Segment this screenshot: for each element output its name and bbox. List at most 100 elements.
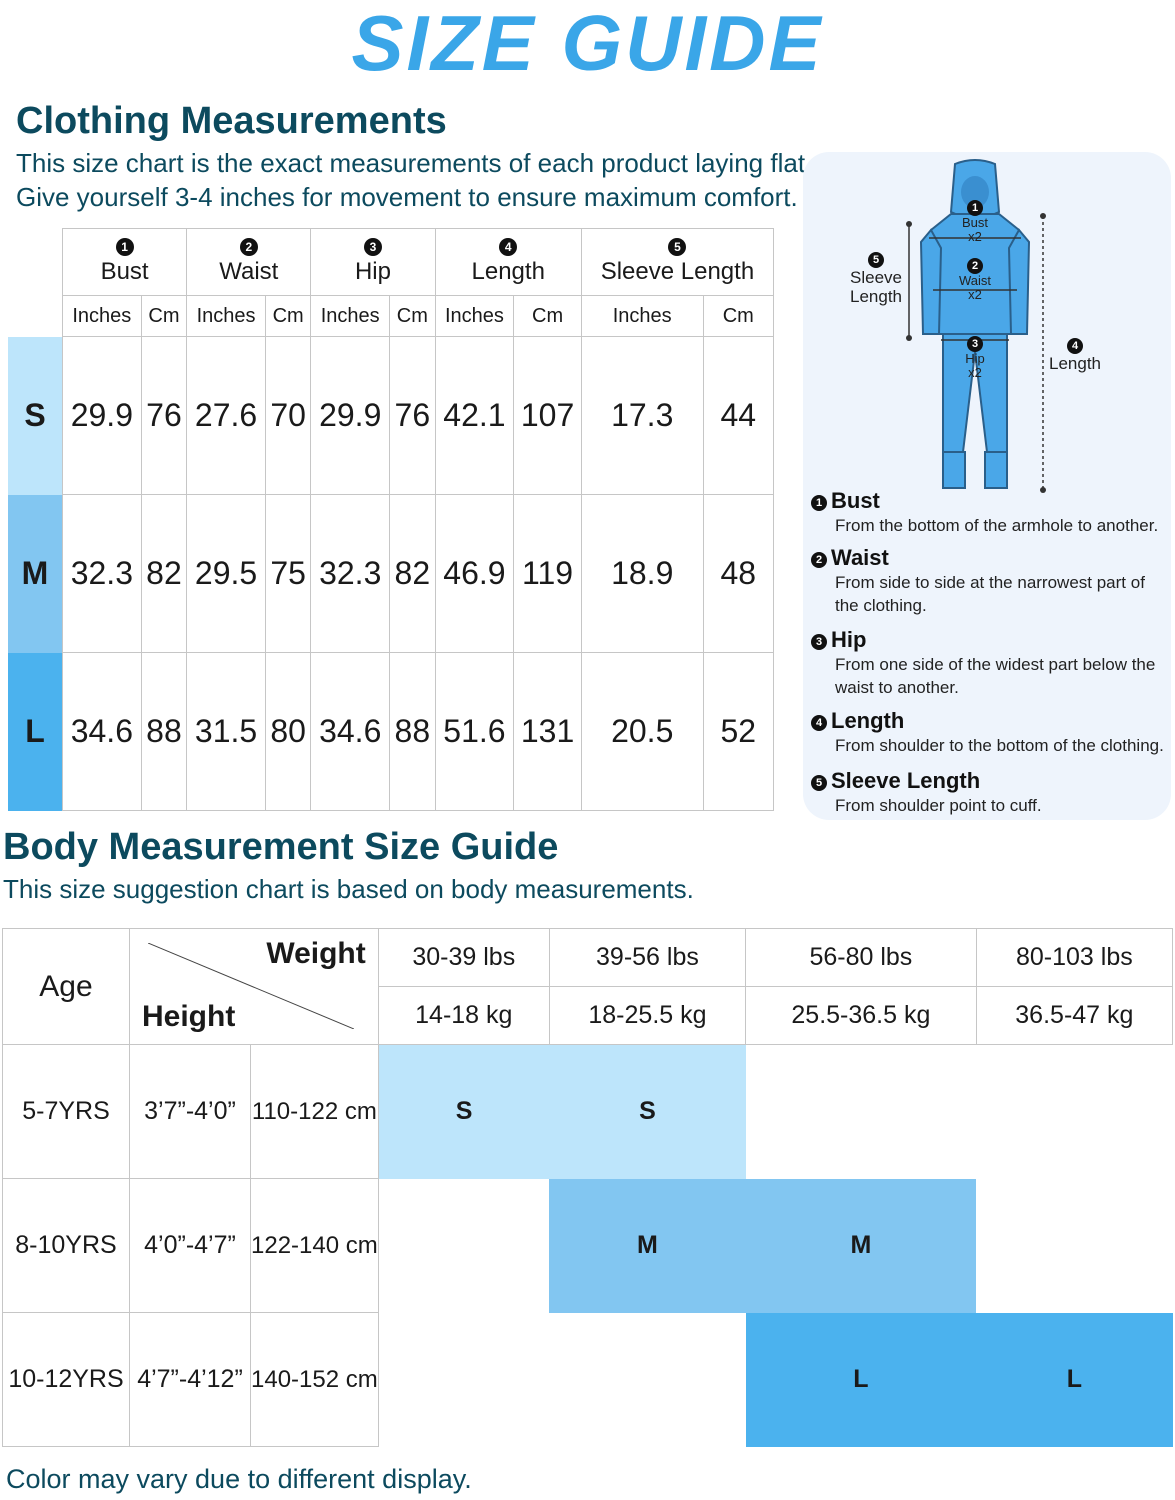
weight-height-header: Weight Height: [129, 928, 379, 1045]
size-label-l: L: [8, 652, 63, 811]
unit-cm: Cm: [140, 295, 188, 337]
definition-hip: 3 Hip From one side of the widest part be…: [811, 627, 1167, 699]
definition-waist: 2 Waist From side to side at the narrowes…: [811, 545, 1167, 617]
cell: 119: [513, 494, 582, 653]
height-label: Height: [142, 1000, 236, 1033]
unit-inches: Inches: [580, 295, 704, 337]
cell: 32.3: [310, 494, 391, 653]
jumpsuit-figure-icon: [906, 159, 1046, 493]
size-cell: [976, 1179, 1172, 1313]
cell: 70: [264, 336, 312, 495]
height-ft-cell: 4’7”-4’12”: [129, 1312, 251, 1447]
waist-marker: 2 Waist x2: [958, 258, 992, 302]
weight-label: Weight: [266, 937, 366, 970]
num-1-icon: 1: [115, 238, 134, 256]
cell: 29.9: [62, 336, 142, 495]
table-row: 8-10YRS 4’0”-4’7” 122-140 cm M M: [2, 1178, 1173, 1313]
age-cell: 10-12YRS: [2, 1312, 130, 1447]
unit-cm: Cm: [513, 295, 582, 337]
cell: 76: [389, 336, 436, 495]
weight-lbs: 30-39 lbs: [377, 928, 550, 987]
size-guide-banner: SIZE GUIDE: [351, 0, 824, 87]
definition-sleeve-length: 5 Sleeve Length From shoulder point to cu…: [811, 768, 1167, 817]
cell: 51.6: [434, 652, 515, 811]
cell: 75: [264, 494, 312, 653]
definition-bust: 1 Bust From the bottom of the armhole to …: [811, 488, 1167, 537]
cell: 29.9: [310, 336, 391, 495]
cell: 82: [140, 494, 188, 653]
body-size-table: Age Weight Height 30-39 lbs 39-56 lbs 56…: [2, 928, 1174, 1447]
table-row: 5-7YRS 3’7”-4’0” 110-122 cm S S: [2, 1044, 1173, 1179]
clothing-desc-2: Give yourself 3-4 inches for movement to…: [16, 182, 798, 212]
size-cell: S: [549, 1044, 746, 1179]
weight-kg: 36.5-47 kg: [975, 986, 1174, 1045]
cell: 17.3: [580, 336, 704, 495]
age-cell: 5-7YRS: [2, 1044, 130, 1179]
unit-inches: Inches: [310, 295, 391, 337]
length-marker: 4 Length: [1049, 338, 1101, 373]
col-waist: 2 Waist: [186, 228, 312, 296]
cell: 34.6: [310, 652, 391, 811]
weight-kg: 18-25.5 kg: [548, 986, 747, 1045]
cell: 76: [140, 336, 188, 495]
num-5-icon: 5: [668, 238, 687, 256]
num-3-icon: 3: [363, 238, 382, 256]
clothing-title: Clothing Measurements: [16, 100, 447, 142]
unit-cm: Cm: [389, 295, 436, 337]
age-cell: 8-10YRS: [2, 1178, 130, 1313]
size-cell: M: [745, 1178, 977, 1313]
cell: 32.3: [62, 494, 142, 653]
col-bust: 1 Bust: [61, 228, 188, 296]
size-cell: S: [378, 1044, 550, 1179]
hip-marker: 3 Hip x2: [965, 336, 985, 380]
table-row: 10-12YRS 4’7”-4’12” 140-152 cm L L: [2, 1312, 1173, 1447]
definition-length: 4 Length From shoulder to the bottom of t…: [811, 708, 1167, 757]
cell: 131: [513, 652, 582, 811]
weight-lbs: 80-103 lbs: [975, 928, 1174, 987]
cell: 42.1: [434, 336, 515, 495]
table-row-s: S 29.9 76 27.6 70 29.9 76 42.1 107 17.3 …: [8, 336, 775, 495]
unit-inches: Inches: [434, 295, 515, 337]
cell: 31.5: [186, 652, 266, 811]
size-label-m: M: [8, 494, 63, 653]
height-ft-cell: 3’7”-4’0”: [129, 1044, 251, 1179]
cell: 27.6: [186, 336, 266, 495]
size-cell: L: [976, 1312, 1173, 1447]
age-header: Age: [2, 928, 130, 1045]
num-2-icon: 2: [239, 238, 258, 256]
size-cell: M: [549, 1178, 746, 1313]
num-4-icon: 4: [499, 238, 518, 256]
height-cm-cell: 110-122 cm: [250, 1044, 379, 1179]
height-cm-cell: 140-152 cm: [250, 1312, 379, 1447]
size-cell: [378, 1313, 549, 1447]
cell: 88: [140, 652, 188, 811]
cell: 29.5: [186, 494, 266, 653]
cell: 44: [702, 336, 775, 495]
cell: 18.9: [580, 494, 704, 653]
col-hip: 3 Hip: [310, 228, 436, 296]
size-cell: [549, 1313, 745, 1447]
height-ft-cell: 4’0”-4’7”: [129, 1178, 251, 1313]
weight-lbs: 39-56 lbs: [548, 928, 747, 987]
cell: 46.9: [434, 494, 515, 653]
unit-cm: Cm: [264, 295, 312, 337]
size-label-s: S: [8, 336, 63, 495]
weight-kg: 25.5-36.5 kg: [745, 986, 977, 1045]
cell: 48: [702, 494, 775, 653]
weight-lbs: 56-80 lbs: [745, 928, 977, 987]
cell: 88: [389, 652, 436, 811]
unit-inches: Inches: [62, 295, 142, 337]
body-guide-desc: This size suggestion chart is based on b…: [3, 874, 694, 904]
clothing-measurements-table: 1 Bust 2 Waist 3 Hip 4 Length 5 Sleeve Length…: [8, 228, 775, 811]
cell: 34.6: [62, 652, 142, 811]
col-sleeve-length: 5 Sleeve Length: [580, 228, 775, 296]
size-cell: [378, 1179, 549, 1313]
footer-note: Color may vary due to different display.: [6, 1464, 472, 1494]
height-cm-cell: 122-140 cm: [250, 1178, 379, 1313]
cell: 20.5: [580, 652, 704, 811]
corner-cell: [8, 229, 63, 296]
cell: 52: [702, 652, 775, 811]
size-cell: [746, 1045, 977, 1179]
cell: 107: [513, 336, 582, 495]
